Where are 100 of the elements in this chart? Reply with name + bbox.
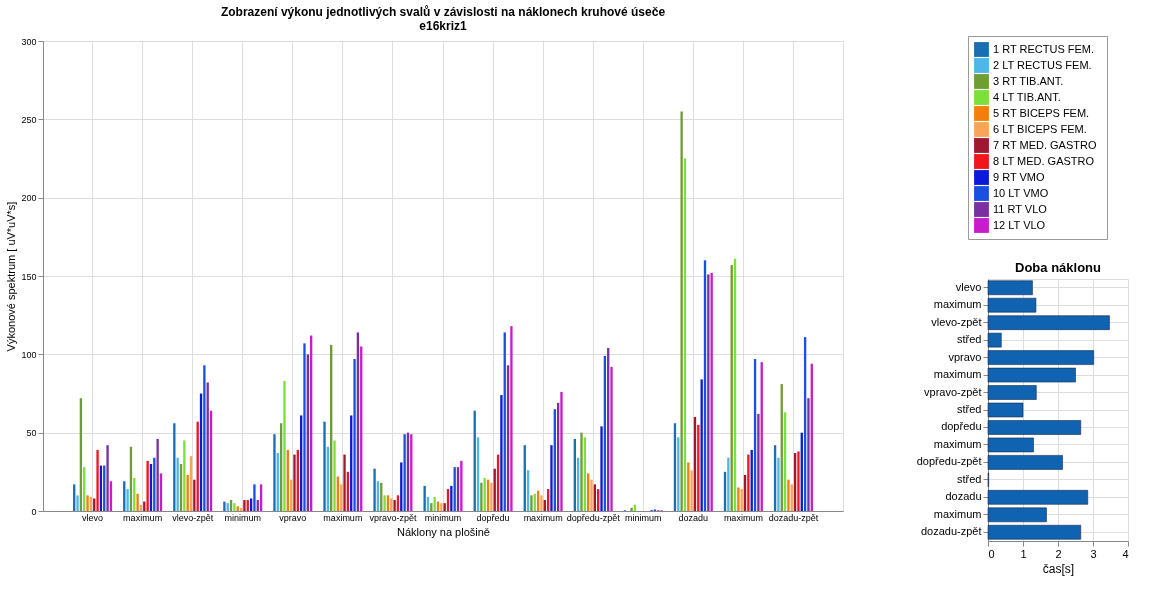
bar <box>76 495 79 511</box>
x-tick-label: 4 <box>1122 547 1129 560</box>
y-tick-label: maximum <box>933 298 982 311</box>
x-tick-label: minimum <box>624 512 662 523</box>
bar <box>500 395 503 511</box>
bar <box>136 493 139 511</box>
bar <box>373 468 376 511</box>
y-tick-label: vlevo <box>955 280 982 293</box>
y-tick-label: maximum <box>933 437 982 450</box>
y-tick-label: dozadu <box>945 490 982 503</box>
chart-title: Doba náklonu <box>1015 260 1102 275</box>
x-tick-label: 3 <box>1090 547 1097 560</box>
bar <box>987 455 1063 470</box>
bar <box>757 413 760 511</box>
y-tick-label: vpravo-zpět <box>924 385 982 398</box>
bar <box>580 432 583 511</box>
bar <box>987 402 1024 418</box>
x-tick-label: maximum <box>323 512 363 523</box>
x-tick-label: minimum <box>224 512 262 523</box>
bar <box>797 451 800 511</box>
legend-label: 8 LT MED. GASTRO <box>993 154 1095 167</box>
bar <box>610 366 613 511</box>
y-tick-label: 50 <box>26 428 37 439</box>
legend-label: 6 LT BICEPS FEM. <box>993 122 1087 135</box>
bar <box>777 457 780 511</box>
bar <box>353 359 356 511</box>
bar <box>403 434 406 511</box>
bar <box>249 498 253 511</box>
bar <box>343 454 346 511</box>
bar <box>630 507 633 511</box>
bar <box>146 460 149 511</box>
x-tick-label: 2 <box>1055 547 1062 560</box>
bar <box>747 454 750 511</box>
bar <box>253 484 256 511</box>
bar <box>183 440 186 511</box>
y-tick-label: maximum <box>933 368 982 381</box>
x-axis-title: Náklony na plošině <box>397 525 490 538</box>
bar <box>987 297 1037 313</box>
x-tick-label: minimum <box>424 512 462 523</box>
bar <box>987 332 1002 348</box>
y-tick-label: 300 <box>21 36 37 47</box>
y-tick-label: 250 <box>21 114 37 125</box>
y-tick-label: 100 <box>21 349 37 360</box>
y-tick-label: střed <box>957 333 982 346</box>
bar <box>590 479 593 511</box>
bar <box>550 445 553 511</box>
bar <box>987 385 1037 400</box>
bar <box>480 482 483 511</box>
bar <box>96 449 99 511</box>
bar <box>987 490 1089 505</box>
x-axis-title: čas[s] <box>1042 561 1075 576</box>
bar <box>700 379 703 511</box>
legend-label: 5 RT BICEPS FEM. <box>993 106 1090 119</box>
bar <box>86 495 89 511</box>
bar <box>490 482 493 511</box>
y-tick-label: dopředu-zpět <box>916 455 982 468</box>
y-tick-label: střed <box>957 472 982 485</box>
bar <box>807 398 810 511</box>
legend-label: 7 RT MED. GASTRO <box>993 138 1097 151</box>
x-tick-label: 0 <box>988 547 995 560</box>
bar <box>600 426 603 511</box>
bar <box>293 454 296 511</box>
legend-label: 9 RT VMO <box>993 170 1045 183</box>
bar <box>690 470 693 511</box>
bar <box>987 420 1082 435</box>
legend-label: 1 RT RECTUS FEM. <box>993 42 1095 55</box>
x-tick-label: maximum <box>523 512 563 523</box>
legend-label: 2 LT RECTUS FEM. <box>993 58 1092 71</box>
x-tick-label: vlevo <box>82 512 104 523</box>
x-tick-label: vlevo-zpět <box>172 512 214 523</box>
bar <box>450 485 453 511</box>
bar <box>93 498 96 511</box>
y-tick-label: střed <box>957 403 982 415</box>
bar <box>987 507 1047 523</box>
bar <box>273 434 276 511</box>
x-tick-label: dopředu <box>476 512 510 523</box>
bar <box>126 489 129 511</box>
y-tick-label: dozadu-zpět <box>920 525 982 538</box>
x-tick-label: vpravo-zpět <box>369 512 417 523</box>
bar <box>987 315 1110 330</box>
bar <box>433 496 436 511</box>
y-tick-label: 200 <box>21 193 37 204</box>
bar <box>680 111 683 511</box>
bar <box>987 367 1076 383</box>
bar <box>283 380 286 511</box>
chart-subtitle: e16kriz1 <box>419 19 468 33</box>
bar <box>156 438 159 511</box>
x-tick-label: maximum <box>723 512 763 523</box>
legend-label: 3 RT TIB.ANT. <box>993 74 1064 87</box>
bar <box>106 445 109 511</box>
bar <box>727 457 730 511</box>
bar <box>203 365 206 511</box>
bar <box>987 350 1094 365</box>
bar <box>560 391 563 511</box>
x-tick-label: maximum <box>123 512 163 523</box>
y-tick-label: vpravo <box>948 350 982 363</box>
x-tick-label: vpravo <box>279 512 307 523</box>
bar <box>987 524 1082 540</box>
x-tick-label: dozadu-zpět <box>768 512 819 523</box>
bar <box>323 421 326 511</box>
